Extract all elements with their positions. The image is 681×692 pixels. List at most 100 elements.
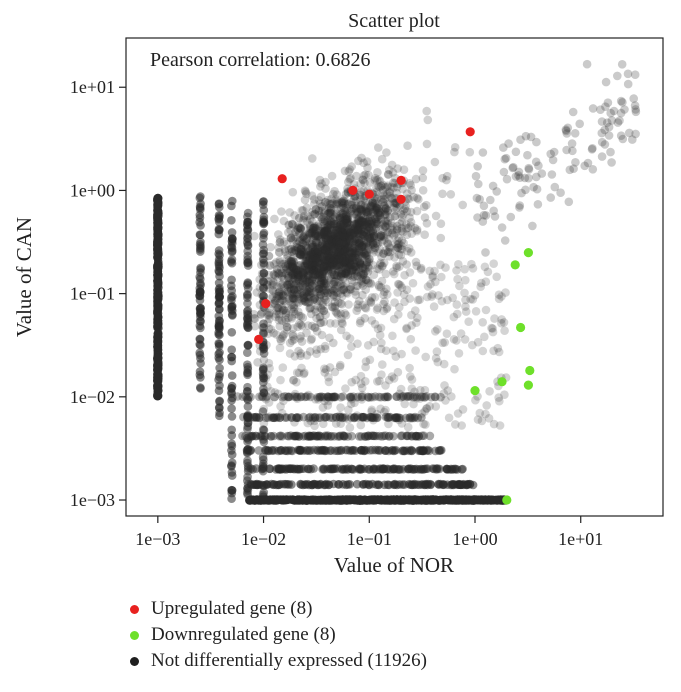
data-point-not-de xyxy=(340,232,350,242)
data-point-not-de xyxy=(280,392,289,401)
data-point-not-de xyxy=(259,328,268,338)
data-point-not-de xyxy=(384,419,393,429)
data-point-not-de xyxy=(534,161,543,170)
data-point-not-de xyxy=(311,276,320,285)
data-point-not-de xyxy=(398,446,408,455)
data-point-not-de xyxy=(353,281,363,291)
data-point-not-de xyxy=(453,274,462,284)
data-point-not-de xyxy=(329,258,338,267)
data-point-not-de xyxy=(243,412,253,422)
data-point-not-de xyxy=(243,362,253,372)
data-point-not-de xyxy=(246,413,255,422)
data-point-not-de xyxy=(308,227,317,237)
data-point-not-de xyxy=(341,250,351,260)
data-point-not-de xyxy=(336,228,345,237)
data-point-not-de xyxy=(526,132,536,142)
data-point-not-de xyxy=(309,251,319,261)
data-point-not-de xyxy=(291,431,300,441)
data-point-not-de xyxy=(393,236,402,246)
data-point-not-de xyxy=(345,258,354,268)
data-point-not-de xyxy=(272,293,282,303)
data-point-not-de xyxy=(302,203,312,213)
data-point-not-de xyxy=(344,253,354,263)
data-point-not-de xyxy=(315,296,325,306)
data-point-not-de xyxy=(383,190,392,199)
data-point-not-de xyxy=(421,420,430,429)
data-point-not-de xyxy=(153,332,163,341)
data-point-not-de xyxy=(411,431,421,441)
data-point-not-de xyxy=(328,392,337,402)
data-point-not-de xyxy=(400,270,409,280)
data-point-not-de xyxy=(380,202,389,211)
data-point-not-de xyxy=(335,432,345,441)
data-point-not-de xyxy=(411,431,421,441)
data-point-not-de xyxy=(389,446,399,456)
data-point-not-de xyxy=(333,288,342,298)
data-point-not-de xyxy=(352,411,362,420)
data-point-not-de xyxy=(319,445,329,455)
data-point-not-de xyxy=(290,418,299,427)
data-point-not-de xyxy=(390,212,400,221)
data-point-not-de xyxy=(346,393,356,402)
data-point-not-de xyxy=(351,253,360,263)
data-point-not-de xyxy=(339,274,348,283)
data-point-not-de xyxy=(350,272,360,281)
data-point-not-de xyxy=(367,392,376,402)
data-point-not-de xyxy=(363,242,373,251)
data-point-not-de xyxy=(215,411,224,421)
data-point-not-de xyxy=(303,278,312,287)
data-point-not-de xyxy=(278,363,288,372)
data-point-not-de xyxy=(276,446,285,455)
data-point-not-de xyxy=(412,318,421,328)
data-point-not-de xyxy=(362,258,372,268)
data-point-not-de xyxy=(412,225,422,234)
data-point-not-de xyxy=(320,446,330,456)
data-point-not-de xyxy=(442,464,452,474)
x-axis-title: Value of NOR xyxy=(334,553,454,577)
data-point-not-de xyxy=(283,446,292,456)
data-point-not-de xyxy=(291,309,300,319)
data-point-not-de xyxy=(319,263,329,272)
data-point-not-de xyxy=(323,431,333,440)
data-point-not-de xyxy=(337,285,347,295)
data-point-not-de xyxy=(280,247,290,257)
data-point-not-de xyxy=(306,432,315,441)
data-point-not-de xyxy=(291,276,301,286)
data-point-not-de xyxy=(348,265,358,274)
data-point-not-de xyxy=(343,234,352,244)
data-point-not-de xyxy=(269,270,279,279)
data-point-not-de xyxy=(262,340,271,350)
data-point-not-de xyxy=(356,259,365,269)
data-point-not-de xyxy=(196,263,205,273)
data-point-not-de xyxy=(616,96,626,106)
data-point-not-de xyxy=(385,412,395,422)
data-point-not-de xyxy=(227,328,237,337)
data-point-not-de xyxy=(319,217,328,227)
data-point-not-de xyxy=(341,264,350,274)
data-point-not-de xyxy=(277,280,286,289)
data-point-not-de xyxy=(358,240,368,250)
data-point-not-de xyxy=(564,197,574,207)
data-point-not-de xyxy=(297,206,307,215)
data-point-not-de xyxy=(331,255,341,265)
data-point-not-de xyxy=(354,241,364,251)
data-point-not-de xyxy=(329,338,338,348)
data-point-not-de xyxy=(243,437,252,446)
data-point-not-de xyxy=(394,233,404,243)
data-point-not-de xyxy=(357,249,366,259)
data-point-not-de xyxy=(401,413,411,423)
data-point-not-de xyxy=(257,269,267,279)
data-point-not-de xyxy=(368,208,377,217)
data-point-not-de xyxy=(373,377,382,386)
data-point-not-de xyxy=(284,245,294,255)
data-point-not-de xyxy=(321,249,331,259)
data-point-not-de xyxy=(354,213,364,223)
data-point-not-de xyxy=(410,392,420,401)
data-point-not-de xyxy=(354,262,364,271)
data-point-not-de xyxy=(375,224,385,234)
data-point-not-de xyxy=(335,412,345,422)
data-point-not-de xyxy=(289,431,298,441)
data-point-not-de xyxy=(561,126,571,136)
data-point-not-de xyxy=(322,255,331,265)
data-point-not-de xyxy=(320,256,330,265)
